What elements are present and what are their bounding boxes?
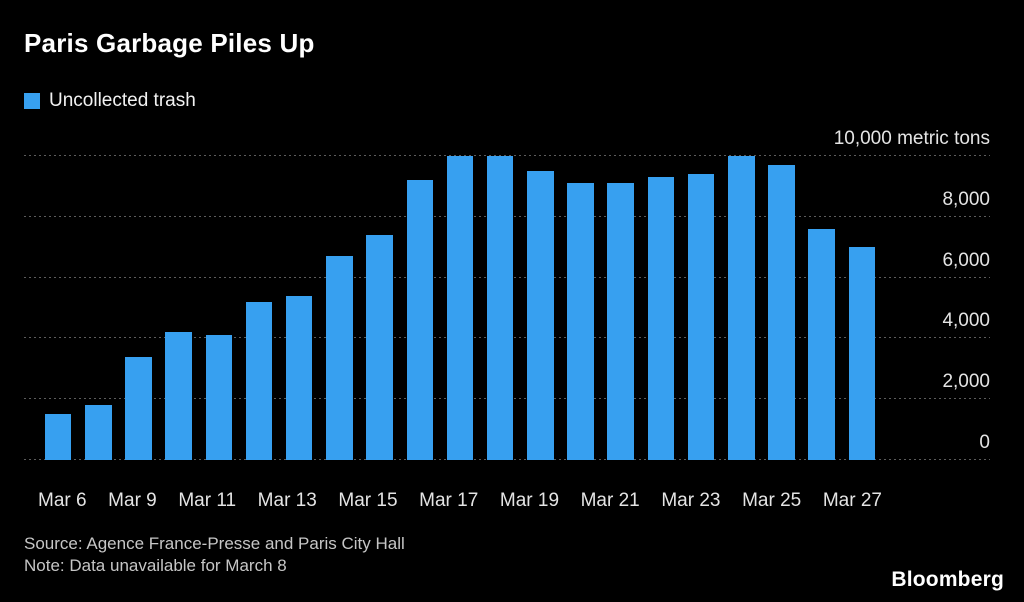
- x-tick-slot: [398, 490, 420, 512]
- bar-mar-19: [527, 171, 554, 460]
- x-tick-label: Mar 17: [419, 490, 479, 511]
- bar-slot: [159, 156, 199, 460]
- bar-mar-24: [728, 156, 755, 460]
- x-tick-slot: [317, 490, 339, 512]
- chart-title: Paris Garbage Piles Up: [24, 28, 315, 58]
- bar-slot: [400, 156, 440, 460]
- x-tick-slot: Mar 6: [38, 490, 87, 512]
- x-tick-slot: [640, 490, 662, 512]
- x-tick-label: Mar 15: [338, 490, 398, 511]
- bar-mar-6: [44, 414, 72, 460]
- bar-slot: [78, 156, 118, 460]
- bar-mar-26: [808, 228, 835, 460]
- x-tick-label: Mar 23: [661, 490, 721, 511]
- bar-mar-12: [245, 301, 273, 460]
- bar-mar-10: [165, 332, 192, 460]
- bar-slot: [560, 156, 600, 460]
- bar-slot: [761, 156, 801, 460]
- x-tick-label: Mar 6: [38, 490, 87, 511]
- legend-swatch-icon: [24, 93, 40, 109]
- x-tick-slot: Mar 9: [108, 490, 157, 512]
- bar-slot: [641, 156, 681, 460]
- bar-slot: [520, 156, 560, 460]
- bar-slot: [279, 156, 319, 460]
- bar-mar-17: [446, 156, 474, 460]
- x-axis-labels: Mar 6 Mar 9 Mar 11 Mar 13 Mar 15 Mar 17 Mar 19…: [38, 490, 882, 512]
- bar-slot: [480, 156, 520, 460]
- x-tick-slot: Mar 21: [581, 490, 640, 512]
- bar-slot: [721, 156, 761, 460]
- x-tick-slot: [478, 490, 500, 512]
- x-tick-slot: [87, 490, 109, 512]
- x-tick-label: Mar 13: [257, 490, 317, 511]
- x-tick-slot: Mar 23: [661, 490, 720, 512]
- bar-slot: [239, 156, 279, 460]
- source-text: Source: Agence France-Presse and Paris C…: [24, 534, 405, 553]
- y-tick-label: 0: [979, 432, 990, 453]
- note-text: Note: Data unavailable for March 8: [24, 556, 287, 575]
- y-axis-unit-label: 10,000 metric tons: [833, 128, 990, 149]
- bar-mar-20: [567, 183, 594, 460]
- bar-slot: [199, 156, 239, 460]
- x-tick-slot: [559, 490, 581, 512]
- bar-slot: [842, 156, 882, 460]
- bar-mar-13: [285, 295, 313, 460]
- bar-mar-14: [326, 256, 353, 460]
- x-tick-label: Mar 21: [580, 490, 640, 511]
- bar-mar-7: [85, 405, 112, 460]
- x-tick-label: Mar 11: [178, 490, 237, 511]
- footer: Source: Agence France-Presse and Paris C…: [24, 533, 405, 577]
- bar-slot: [360, 156, 400, 460]
- bar-slot: [118, 156, 158, 460]
- bar-slot: [681, 156, 721, 460]
- plot-area: 0 2,000 4,000 6,000 8,000 10,000 metric tons: [24, 128, 990, 460]
- bar-mar-9: [125, 356, 152, 460]
- bar-slot: [440, 156, 480, 460]
- bar-mar-16: [406, 180, 434, 460]
- x-tick-label: Mar 27: [822, 490, 882, 511]
- bar-mar-15: [366, 235, 393, 460]
- bar-slot: [601, 156, 641, 460]
- bar-mar-25: [768, 165, 795, 460]
- bar-mar-22: [647, 177, 675, 460]
- x-tick-label: Mar 19: [499, 490, 560, 511]
- x-tick-slot: [801, 490, 823, 512]
- legend-label: Uncollected trash: [49, 90, 196, 111]
- bar-slot: [319, 156, 359, 460]
- bar-mar-21: [607, 183, 634, 460]
- bar-slot: [802, 156, 842, 460]
- x-tick-label: Mar 25: [742, 490, 802, 511]
- x-tick-slot: Mar 11: [178, 490, 236, 512]
- x-tick-slot: Mar 25: [742, 490, 801, 512]
- bars: [38, 156, 882, 460]
- bar-slot: [38, 156, 78, 460]
- x-tick-slot: Mar 19: [500, 490, 559, 512]
- x-tick-slot: Mar 13: [258, 490, 317, 512]
- y-tick-label: 6,000: [942, 249, 990, 271]
- x-tick-slot: [720, 490, 742, 512]
- bar-mar-11: [205, 335, 233, 460]
- legend: Uncollected trash: [24, 90, 196, 112]
- bar-mar-18: [486, 156, 514, 460]
- gridline: [24, 155, 990, 156]
- y-tick-label: 4,000: [942, 310, 990, 332]
- x-tick-slot: Mar 17: [419, 490, 478, 512]
- x-tick-slot: Mar 27: [823, 490, 882, 512]
- x-tick-slot: [236, 490, 258, 512]
- y-tick-label: 8,000: [942, 188, 990, 210]
- y-tick-label: 2,000: [942, 371, 990, 393]
- x-tick-slot: Mar 15: [338, 490, 397, 512]
- bar-mar-27: [848, 247, 876, 460]
- x-tick-slot: [157, 490, 179, 512]
- x-tick-label: Mar 9: [108, 490, 157, 511]
- bar-mar-23: [687, 174, 715, 460]
- bloomberg-logo: Bloomberg: [891, 568, 1004, 591]
